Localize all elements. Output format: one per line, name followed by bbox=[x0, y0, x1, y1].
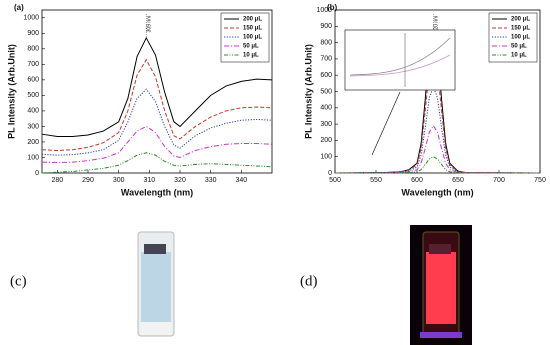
x-tick-label: 310 bbox=[143, 177, 155, 184]
y-tick-label: 200 bbox=[320, 137, 332, 144]
y-tick-label: 100 bbox=[27, 154, 39, 161]
legend-box bbox=[220, 12, 270, 63]
y-tick-label: 400 bbox=[27, 108, 39, 115]
series-line bbox=[335, 156, 540, 174]
series-line bbox=[41, 58, 273, 151]
y-tick-label: 800 bbox=[27, 46, 39, 53]
cuvette-base bbox=[140, 322, 172, 335]
legend-label: 10 μL bbox=[243, 53, 259, 59]
x-tick-label: 290 bbox=[82, 177, 94, 184]
series-line bbox=[41, 88, 273, 156]
chart-title: (a) bbox=[14, 3, 24, 12]
series-line bbox=[41, 152, 273, 174]
series-line bbox=[334, 124, 541, 174]
red-emission bbox=[426, 252, 456, 324]
legend-label: 200 μL bbox=[243, 17, 262, 23]
x-tick-label: 550 bbox=[370, 177, 382, 184]
legend-label: 50 μL bbox=[243, 44, 259, 50]
y-tick-label: 0 bbox=[328, 170, 332, 177]
panel-label: (d) bbox=[300, 273, 318, 289]
y-axis-label: PL Intensity (Arb.Unit) bbox=[6, 44, 16, 139]
photo-d bbox=[410, 225, 472, 345]
x-tick-label: 650 bbox=[452, 177, 464, 184]
inset-curves bbox=[349, 37, 451, 76]
series-line bbox=[41, 125, 273, 163]
x-tick-label: 340 bbox=[235, 177, 247, 184]
uv-glow bbox=[420, 332, 462, 338]
peak-annotation: 309 nm bbox=[147, 16, 153, 33]
series-line bbox=[334, 85, 541, 174]
x-tick-label: 500 bbox=[329, 177, 341, 184]
x-tick-label: 700 bbox=[493, 177, 505, 184]
y-tick-label: 0 bbox=[35, 170, 39, 177]
y-tick-label: 300 bbox=[27, 123, 39, 130]
cuvette-label bbox=[144, 244, 166, 254]
y-tick-label: 300 bbox=[320, 121, 332, 128]
legend-label: 150 μL bbox=[243, 26, 262, 32]
x-tick-label: 320 bbox=[174, 177, 186, 184]
y-tick-label: 200 bbox=[27, 139, 39, 146]
cuvette-label bbox=[429, 244, 451, 254]
x-axis-label: Wavelength (nm) bbox=[121, 187, 193, 197]
plot-frame bbox=[41, 9, 273, 174]
y-tick-label: 700 bbox=[27, 61, 39, 68]
photo-c bbox=[137, 231, 175, 337]
y-tick-label: 500 bbox=[27, 92, 39, 99]
chart-title: (b) bbox=[327, 3, 338, 12]
y-tick-label: 700 bbox=[320, 56, 332, 63]
x-tick-label: 330 bbox=[205, 177, 217, 184]
legend-label: 10 μL bbox=[511, 53, 527, 59]
y-tick-label: 100 bbox=[320, 154, 332, 161]
y-tick-label: 1000 bbox=[316, 7, 332, 14]
x-tick-label: 600 bbox=[411, 177, 423, 184]
y-tick-label: 900 bbox=[27, 30, 39, 37]
legend-label: 100 μL bbox=[243, 35, 262, 41]
inset-curves bbox=[349, 54, 451, 77]
series-line bbox=[41, 36, 273, 138]
x-tick-label: 300 bbox=[113, 177, 125, 184]
y-tick-label: 600 bbox=[27, 77, 39, 84]
y-axis-label: PL Intensity (Arb.Unit) bbox=[303, 44, 313, 139]
panel-label: (c) bbox=[10, 273, 27, 289]
y-tick-label: 400 bbox=[320, 105, 332, 112]
x-tick-label: 750 bbox=[534, 177, 546, 184]
legend-box bbox=[488, 12, 538, 63]
legend-label: 200 μL bbox=[511, 17, 530, 23]
x-axis-label: Wavelength (nm) bbox=[401, 187, 473, 197]
x-tick-label: 280 bbox=[51, 177, 63, 184]
inset-arrow bbox=[371, 91, 401, 156]
y-tick-label: 800 bbox=[320, 39, 332, 46]
y-tick-label: 900 bbox=[320, 23, 332, 30]
peak-annotation: 620 nm bbox=[434, 16, 440, 33]
y-tick-label: 1000 bbox=[23, 15, 39, 22]
y-tick-label: 600 bbox=[320, 72, 332, 79]
legend-label: 50 μL bbox=[511, 44, 527, 50]
blue-solution bbox=[141, 252, 171, 322]
legend-label: 100 μL bbox=[511, 35, 530, 41]
inset-frame bbox=[344, 29, 456, 91]
y-tick-label: 500 bbox=[320, 88, 332, 95]
legend-label: 150 μL bbox=[511, 26, 530, 32]
